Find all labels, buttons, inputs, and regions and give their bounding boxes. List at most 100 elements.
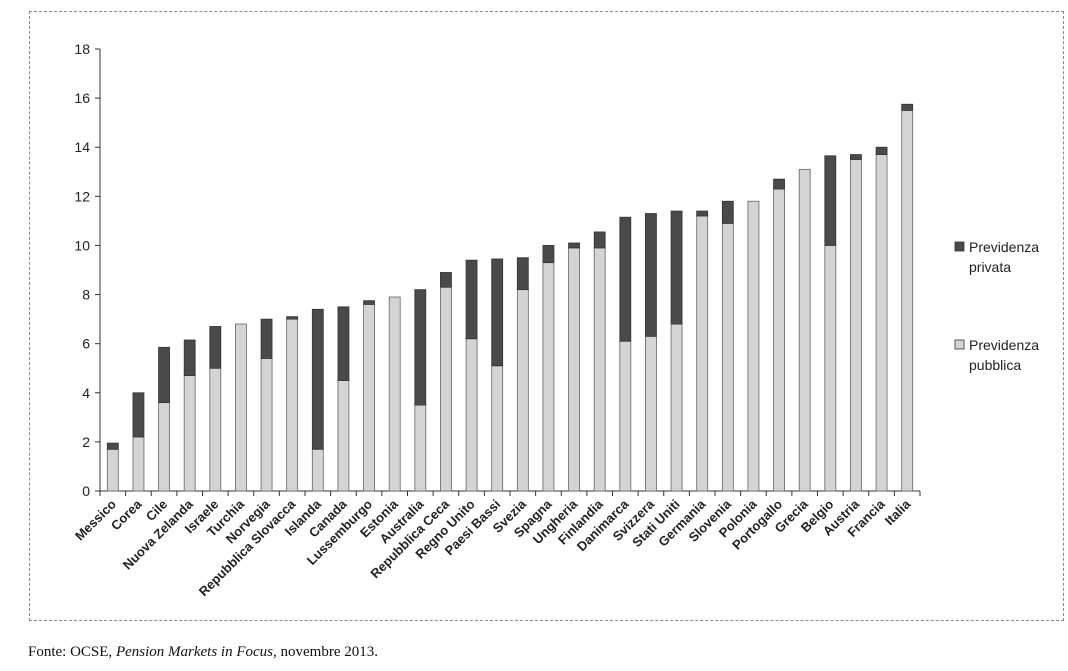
bar-group [132, 392, 145, 492]
bar-previdenza-pubblica [875, 154, 888, 492]
bar-group [260, 318, 273, 492]
bar-group [670, 210, 683, 492]
legend-label: pubblica [969, 357, 1021, 373]
y-tick-label: 14 [74, 139, 90, 155]
bar-previdenza-pubblica [670, 323, 683, 492]
y-tick-label: 18 [74, 41, 90, 57]
bar-previdenza-privata [311, 308, 324, 450]
bar-group [875, 146, 888, 492]
y-tick-label: 16 [74, 90, 90, 106]
bar-previdenza-pubblica [414, 404, 427, 492]
bar-group [901, 103, 914, 492]
bar-previdenza-privata [414, 289, 427, 406]
bar-group [773, 178, 785, 492]
bar-group [568, 242, 580, 492]
bar-previdenza-privata [106, 442, 119, 450]
bar-previdenza-privata [619, 216, 632, 342]
bar-previdenza-pubblica [363, 303, 375, 492]
bar-previdenza-privata [440, 272, 452, 288]
bar-previdenza-pubblica [747, 200, 760, 492]
bar-previdenza-privata [670, 210, 683, 325]
bar-previdenza-privata [542, 245, 555, 264]
source-prefix: Fonte: OCSE, [28, 644, 116, 660]
bar-previdenza-pubblica [158, 402, 170, 492]
y-tick-label: 8 [82, 287, 90, 303]
bar-previdenza-pubblica [824, 245, 837, 492]
bar-previdenza-privata [593, 231, 606, 249]
bar-previdenza-privata [824, 155, 837, 246]
bar-group [491, 258, 504, 492]
bar-previdenza-pubblica [568, 247, 580, 492]
bar-group [106, 442, 119, 492]
x-tick-label: Corea [108, 496, 145, 533]
chart-frame [29, 11, 1064, 621]
bar-previdenza-privata [773, 178, 785, 190]
bar-group [337, 306, 350, 492]
bar-previdenza-pubblica [773, 188, 785, 492]
bar-previdenza-privata [721, 200, 734, 224]
bar-previdenza-pubblica [132, 436, 145, 492]
y-tick-label: 0 [82, 483, 90, 499]
source-suffix: , novembre 2013. [273, 644, 378, 660]
y-tick-label: 10 [74, 237, 90, 253]
bar-group [286, 316, 299, 492]
bar-group [593, 231, 606, 492]
bar-previdenza-pubblica [850, 159, 862, 492]
bar-group [747, 200, 760, 492]
bar-group [721, 200, 734, 492]
bar-group [158, 346, 170, 492]
bar-group [363, 300, 375, 492]
bar-group [824, 155, 837, 492]
legend-label: privata [969, 259, 1011, 275]
y-tick-label: 4 [82, 385, 90, 401]
bar-previdenza-pubblica [388, 296, 401, 492]
bar-previdenza-privata [875, 146, 888, 155]
bars [106, 103, 914, 492]
bar-previdenza-privata [158, 346, 170, 404]
bar-previdenza-privata [260, 318, 273, 359]
bar-previdenza-privata [209, 326, 222, 369]
bar-previdenza-privata [183, 339, 196, 376]
bar-previdenza-privata [516, 257, 529, 291]
bar-group [235, 323, 247, 492]
legend: Previdenza privata Previdenza pubblica [954, 239, 1039, 373]
source-note: Fonte: OCSE, Pension Markets in Focus, n… [28, 644, 378, 661]
bar-previdenza-pubblica [721, 222, 734, 492]
bar-previdenza-privata [901, 103, 914, 111]
bar-group [465, 259, 478, 492]
bar-group [440, 272, 452, 492]
bar-previdenza-pubblica [542, 262, 555, 492]
legend-entry: Previdenza pubblica [954, 337, 1039, 373]
legend-label: Previdenza [969, 337, 1039, 353]
legend-entry: Previdenza privata [954, 239, 1039, 275]
legend-swatch [954, 241, 965, 252]
bar-previdenza-pubblica [337, 380, 350, 492]
bar-previdenza-pubblica [491, 365, 504, 492]
bar-previdenza-pubblica [260, 357, 273, 492]
bar-previdenza-privata [132, 392, 145, 438]
bar-previdenza-pubblica [286, 318, 299, 492]
bar-previdenza-pubblica [798, 168, 811, 492]
bar-previdenza-pubblica [183, 375, 196, 492]
bar-group [619, 216, 632, 492]
y-tick-label: 2 [82, 434, 90, 450]
source-title: Pension Markets in Focus [115, 644, 273, 660]
bar-previdenza-privata [696, 210, 709, 217]
bar-previdenza-privata [850, 154, 862, 160]
bar-previdenza-privata [363, 300, 375, 305]
legend-swatch [954, 339, 965, 350]
y-tick-label: 12 [74, 188, 90, 204]
bar-group [696, 210, 709, 492]
bar-group [311, 308, 324, 492]
bar-previdenza-pubblica [516, 289, 529, 492]
bar-previdenza-pubblica [619, 340, 632, 492]
y-tick-label: 6 [82, 336, 90, 352]
bar-group [388, 296, 401, 492]
bar-previdenza-pubblica [645, 335, 657, 492]
bar-previdenza-pubblica [209, 367, 222, 492]
bar-previdenza-pubblica [593, 247, 606, 492]
bar-group [209, 326, 222, 492]
bar-group [516, 257, 529, 492]
bar-previdenza-pubblica [901, 109, 914, 492]
